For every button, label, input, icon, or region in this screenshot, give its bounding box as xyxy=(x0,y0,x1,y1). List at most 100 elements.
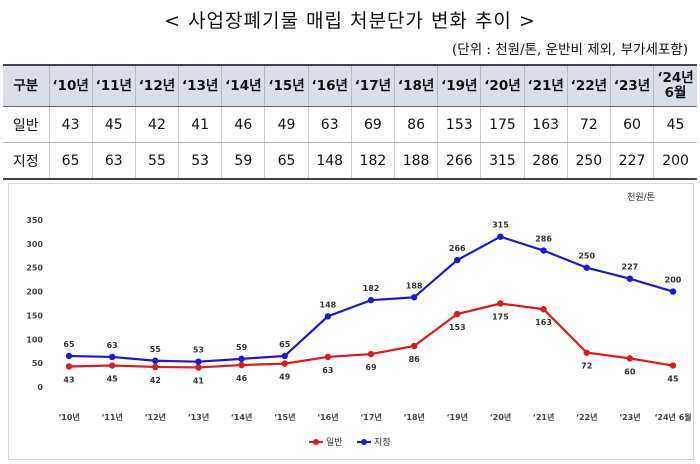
x-tick-label: ‘18년 xyxy=(403,412,425,422)
series-point xyxy=(669,362,677,369)
x-tick-label: ‘20년 xyxy=(490,412,512,422)
series-point xyxy=(152,357,159,364)
table-cell: 315 xyxy=(480,142,525,180)
y-tick-label: 300 xyxy=(26,240,43,249)
table-cell: 60 xyxy=(609,106,654,143)
table-cell: 65 xyxy=(264,142,309,180)
series-point xyxy=(410,294,418,301)
table-cell: 188 xyxy=(393,142,438,180)
data-label: 148 xyxy=(320,300,337,309)
table-corner-header: 구분 xyxy=(3,64,49,107)
data-label: 65 xyxy=(63,340,75,349)
x-tick-label: ‘12년 xyxy=(145,412,167,422)
data-label: 188 xyxy=(406,281,423,290)
data-label: 49 xyxy=(279,373,291,382)
table-cell: 227 xyxy=(609,142,654,180)
y-tick-label: 100 xyxy=(26,335,43,344)
x-tick-label: ‘22년 xyxy=(576,412,598,422)
data-label: 182 xyxy=(363,284,380,293)
table-header-year: ‘19년 xyxy=(437,64,481,107)
data-label: 175 xyxy=(492,313,509,322)
table-cell: 41 xyxy=(178,106,222,143)
table-cell: 46 xyxy=(221,106,265,143)
table-cell: 250 xyxy=(566,142,611,180)
data-label: 286 xyxy=(535,235,552,244)
series-point xyxy=(626,275,634,282)
table-header-row: 구분 ‘10년 ‘11년 ‘12년 ‘13년 ‘14년 ‘15년 ‘16년 ‘17년 ‘18년 ‘… xyxy=(3,64,697,107)
table-cell: 63 xyxy=(91,142,136,180)
data-label: 55 xyxy=(150,345,162,354)
table-cell: 65 xyxy=(48,142,93,180)
data-label: 69 xyxy=(365,363,377,372)
table-header-year: ‘24년 6월 xyxy=(653,64,697,107)
table-cell: 175 xyxy=(480,106,525,143)
table-cell: 55 xyxy=(134,142,179,180)
unit-subtitle: (단위 : 천원/톤, 운반비 제외, 부가세포함) xyxy=(452,42,688,58)
series-point xyxy=(583,349,590,356)
series-point xyxy=(497,233,504,240)
y-tick-label: 50 xyxy=(32,359,44,368)
data-label: 63 xyxy=(107,341,118,350)
series-point xyxy=(65,352,73,360)
series-point xyxy=(238,355,245,363)
table-cell: 45 xyxy=(91,106,136,143)
y-tick-label: 250 xyxy=(26,264,43,273)
chart-container: 천원/톤 0 50 100 150 200 250 300 350 ‘10년 ‘11년 ‘12년 ‘13… xyxy=(8,183,694,460)
data-label: 53 xyxy=(193,346,204,355)
data-label: 59 xyxy=(236,343,248,352)
series-point xyxy=(497,300,504,307)
data-label: 45 xyxy=(107,375,119,384)
table-header-year: ‘20년 xyxy=(480,64,525,107)
data-label: 250 xyxy=(578,252,595,261)
table-header-year: ‘23년 xyxy=(609,64,654,107)
table-row-label: 지정 xyxy=(3,142,49,180)
table-header-year: ‘17년 xyxy=(350,64,395,107)
page-title: < 사업장폐기물 매립 처분단가 변화 추이 > xyxy=(164,10,536,32)
series-point xyxy=(281,360,288,367)
series-point xyxy=(367,350,375,358)
data-label: 43 xyxy=(63,375,74,384)
x-tick-label: ‘24년 6월 xyxy=(654,412,691,422)
table-cell: 69 xyxy=(350,106,395,143)
x-tick-label: ‘21년 xyxy=(533,412,555,422)
table-cell: 266 xyxy=(437,142,481,180)
y-tick-label: 150 xyxy=(26,311,43,320)
x-tick-label: ‘23년 xyxy=(619,412,641,422)
table-cell: 59 xyxy=(221,142,265,180)
series-point xyxy=(324,313,332,320)
table-cell: 42 xyxy=(134,106,179,143)
data-label: 45 xyxy=(667,375,679,384)
table-cell: 49 xyxy=(264,106,309,143)
table-header-year: ‘21년 xyxy=(523,64,568,107)
y-tick-label: 200 xyxy=(26,288,43,297)
data-label: 65 xyxy=(279,340,291,349)
series-line-0 xyxy=(68,302,674,369)
table-cell: 53 xyxy=(178,142,222,180)
data-label: 200 xyxy=(665,276,682,285)
table-cell: 72 xyxy=(566,106,611,143)
y-tick-label: 0 xyxy=(37,383,43,392)
data-label: 41 xyxy=(193,376,205,385)
legend-label: 지정 xyxy=(374,437,391,448)
series-point xyxy=(454,256,461,264)
series-point xyxy=(108,353,116,361)
data-label: 153 xyxy=(449,323,466,332)
table-header-year: ‘22년 xyxy=(566,64,611,107)
table-cell: 86 xyxy=(393,106,438,143)
data-label: 46 xyxy=(236,374,248,383)
data-label: 72 xyxy=(581,362,592,371)
data-label: 315 xyxy=(492,221,509,230)
series-point xyxy=(195,358,202,365)
series-point xyxy=(669,288,677,295)
x-tick-label: ‘11년 xyxy=(101,412,123,422)
table-cell: 153 xyxy=(437,106,481,143)
table-cell: 45 xyxy=(653,106,697,143)
chart-unit-label: 천원/톤 xyxy=(627,192,655,203)
table-row: 지정 65 63 55 53 59 65 148 182 188 266 315 286 250 227 20… xyxy=(3,142,697,180)
series-point xyxy=(238,361,245,369)
series-point xyxy=(108,362,116,369)
data-label: 42 xyxy=(150,376,161,385)
table-header-year: ‘16년 xyxy=(307,64,352,107)
series-point xyxy=(195,364,202,371)
table-header-year: ‘13년 xyxy=(178,64,222,107)
